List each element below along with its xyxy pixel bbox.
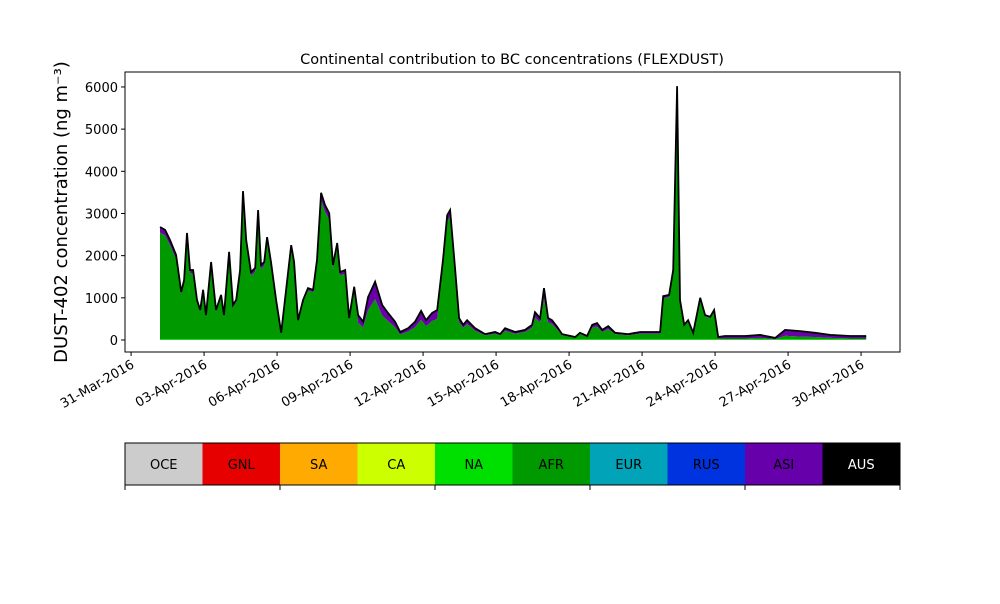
legend-swatch <box>280 443 358 485</box>
legend-label: EUR <box>615 458 642 473</box>
outline <box>159 86 867 339</box>
x-tick-label: 18-Apr-2016 <box>498 357 575 410</box>
y-tick-label: 3000 <box>85 207 118 222</box>
x-tick-label: 03-Apr-2016 <box>133 357 210 410</box>
x-tick-label: 24-Apr-2016 <box>644 357 721 410</box>
legend-label: AUS <box>848 458 875 473</box>
y-tick-label: 2000 <box>85 250 118 265</box>
legend-frame <box>124 442 901 486</box>
legend-label: GNL <box>228 458 256 473</box>
y-tick-label: 1000 <box>85 292 118 307</box>
legend-label: SA <box>310 458 327 473</box>
legend-label: AFR <box>539 458 564 473</box>
legend-swatch <box>357 443 436 485</box>
legend-label: ASI <box>773 458 794 473</box>
x-tick-label: 21-Apr-2016 <box>571 357 648 410</box>
legend-swatch <box>202 443 281 485</box>
legend-swatch <box>667 443 746 485</box>
x-tick-label: 30-Apr-2016 <box>790 357 867 410</box>
legend-swatch <box>512 443 591 485</box>
area <box>160 339 867 340</box>
legend-swatch <box>745 443 823 485</box>
y-axis-label: DUST-402 concentration (ng m⁻³) <box>51 61 72 363</box>
legend-swatch <box>822 443 901 485</box>
y-tick-label: 0 <box>110 334 118 349</box>
x-tick-label: 15-Apr-2016 <box>425 357 502 410</box>
legend-label: OCE <box>150 458 178 473</box>
plot-frame <box>124 71 901 353</box>
x-tick-label: 31-Mar-2016 <box>58 357 137 411</box>
legend-swatch <box>590 443 668 485</box>
legend-label: NA <box>464 458 483 473</box>
legend-label: CA <box>387 458 405 473</box>
legend-label: RUS <box>693 458 720 473</box>
x-tick-label: 06-Apr-2016 <box>206 357 283 410</box>
chart-title: Continental contribution to BC concentra… <box>300 52 724 68</box>
y-tick-label: 5000 <box>85 123 118 138</box>
x-tick-label: 09-Apr-2016 <box>279 357 356 410</box>
y-tick-label: 6000 <box>85 81 118 96</box>
legend-swatch <box>435 443 513 485</box>
y-tick-label: 4000 <box>85 165 118 180</box>
area <box>160 98 867 340</box>
legend-swatch <box>125 443 203 485</box>
x-tick-label: 27-Apr-2016 <box>717 357 794 410</box>
x-tick-label: 12-Apr-2016 <box>352 357 429 410</box>
